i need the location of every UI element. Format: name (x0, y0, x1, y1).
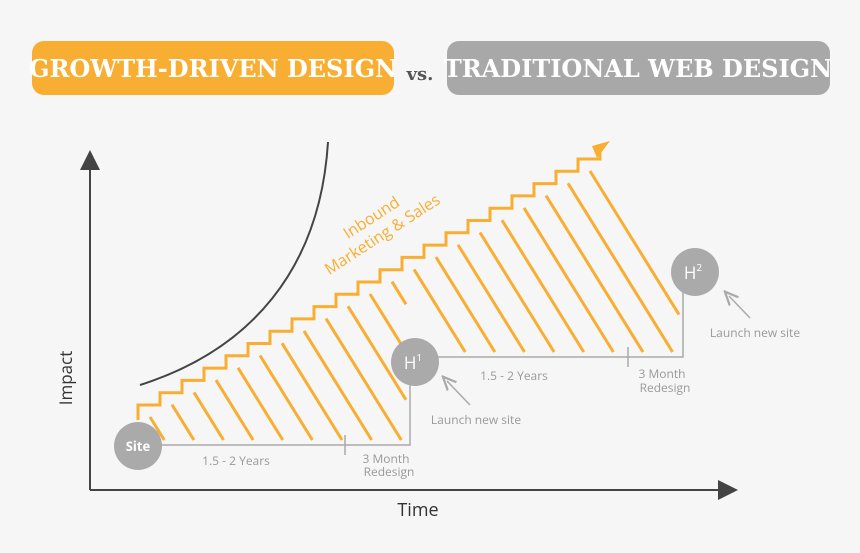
vs: vs. (406, 64, 434, 85)
stripe (148, 416, 166, 441)
y-axis-label: Impact (54, 351, 77, 406)
stripe (236, 367, 285, 441)
node (671, 248, 719, 296)
pointer (729, 296, 751, 319)
arrow-head (592, 141, 610, 158)
pointer (447, 381, 471, 406)
staircase (136, 146, 602, 420)
stripe (522, 207, 615, 353)
launch: Launch new site (431, 411, 521, 428)
stripes (148, 170, 681, 441)
gdd-label: GROWTH-DRIVEN DESIGN (29, 54, 397, 83)
stripe (214, 379, 255, 441)
x-axis-label: Time (397, 498, 438, 522)
redesign: 3 Month (363, 450, 410, 467)
stripe (170, 403, 196, 441)
duration: 1.5 - 2 Years (480, 367, 548, 384)
node-letter: H (684, 261, 697, 284)
stripe (258, 354, 314, 441)
node-label: H1 (404, 350, 422, 374)
stripe (280, 342, 344, 441)
stripe (346, 305, 408, 401)
stripe (588, 170, 681, 316)
redesign: Redesign (640, 379, 691, 396)
baseline (160, 370, 411, 446)
stripe (500, 219, 585, 353)
twd-label: TRADITIONAL WEB DESIGN (444, 54, 832, 83)
stripe (456, 244, 526, 353)
stripe (324, 317, 403, 441)
stripe (478, 231, 556, 353)
node-label: H2 (684, 260, 703, 284)
stripe (390, 280, 408, 306)
redesign: 3 Month (639, 365, 686, 382)
launch: Launch new site (710, 324, 800, 341)
node-letter: H (404, 351, 417, 374)
redesign: Redesign (364, 463, 415, 480)
gdd-pill (32, 41, 394, 95)
node (114, 422, 162, 470)
stripe (302, 330, 373, 441)
duration: 1.5 - 2 Years (202, 452, 270, 469)
curve (139, 141, 329, 386)
node-sup: 1 (416, 350, 422, 364)
stripe (566, 182, 674, 353)
node-label: Site (126, 437, 151, 455)
node-sup: 2 (696, 260, 702, 274)
stripe (368, 293, 408, 353)
baseline (437, 290, 684, 358)
node (391, 338, 439, 386)
twd-pill (447, 41, 830, 95)
stripe (434, 256, 497, 353)
stripe (412, 268, 467, 353)
stripe (192, 391, 225, 441)
stripe (544, 194, 645, 353)
